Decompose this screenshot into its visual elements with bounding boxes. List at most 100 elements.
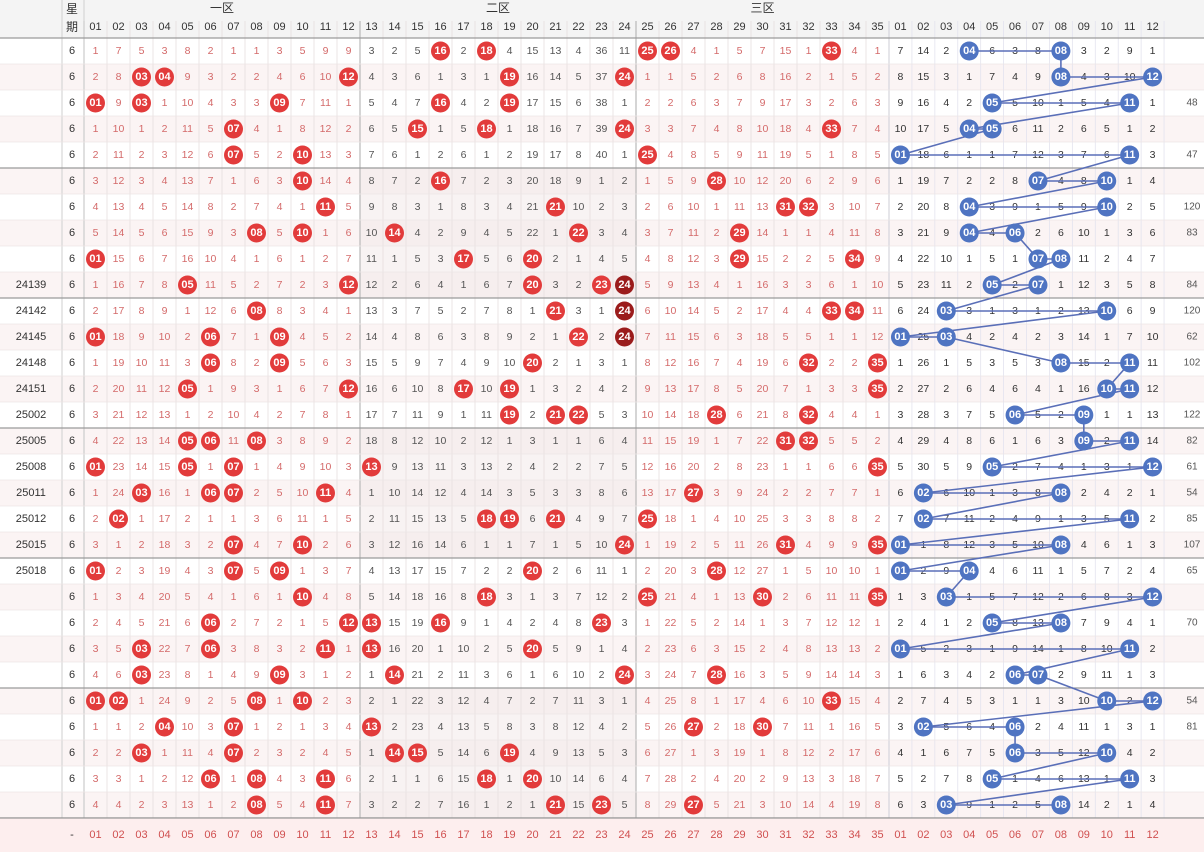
red-miss-value: 10 xyxy=(872,279,884,291)
blue-miss-value: 29 xyxy=(918,435,930,447)
blue-column-header: 08 xyxy=(1055,21,1067,33)
red-ball xyxy=(224,457,243,477)
red-ball-label: 06 xyxy=(204,331,216,343)
blue-miss-value: 3 xyxy=(1150,669,1156,681)
red-miss-value: 10 xyxy=(182,97,194,109)
blue-ball xyxy=(1028,665,1048,685)
red-ball-label: 01 xyxy=(89,695,101,707)
red-ball xyxy=(707,171,726,191)
red-ball-label: 05 xyxy=(181,383,193,395)
red-ball xyxy=(615,535,634,555)
red-ball-label: 34 xyxy=(848,305,861,317)
red-miss-value: 6 xyxy=(277,253,283,265)
blue-ball-label: 08 xyxy=(1055,617,1067,629)
red-ball-label: 17 xyxy=(457,383,469,395)
red-ball-label: 13 xyxy=(365,461,377,473)
red-miss-value: 1 xyxy=(139,773,145,785)
blue-miss-value: 1 xyxy=(1012,695,1018,707)
red-miss-value: 7 xyxy=(875,201,881,213)
blue-miss-value: 6 xyxy=(920,669,926,681)
red-ball xyxy=(132,665,151,685)
red-miss-value: 22 xyxy=(527,227,539,239)
blue-miss-value: 3 xyxy=(920,591,926,603)
red-miss-value: 1 xyxy=(484,149,490,161)
red-miss-value: 14 xyxy=(159,435,171,447)
blue-ball xyxy=(1143,587,1163,607)
red-miss-value: 14 xyxy=(803,799,815,811)
red-miss-value: 1 xyxy=(139,123,145,135)
red-ball-label: 33 xyxy=(825,123,837,135)
blue-miss-value: 7 xyxy=(920,695,926,707)
blue-miss-value: 4 xyxy=(1058,721,1064,733)
red-ball xyxy=(316,795,335,815)
red-miss-value: 6 xyxy=(645,305,651,317)
red-miss-value: 12 xyxy=(435,487,447,499)
red-miss-value: 26 xyxy=(757,539,769,551)
blue-miss-value: 1 xyxy=(1035,695,1041,707)
red-ball xyxy=(362,639,381,659)
blue-ball-label: 02 xyxy=(917,513,929,525)
red-miss-value: 2 xyxy=(346,123,352,135)
red-miss-value: 2 xyxy=(254,71,260,83)
blue-miss-value: 5 xyxy=(989,409,995,421)
red-ball-label: 08 xyxy=(250,227,262,239)
red-miss-value: 9 xyxy=(323,45,329,57)
red-miss-value: 6 xyxy=(300,383,306,395)
red-miss-value: 1 xyxy=(530,591,536,603)
red-miss-value: 17 xyxy=(550,149,562,161)
red-miss-value: 8 xyxy=(392,435,398,447)
red-ball xyxy=(293,145,312,165)
red-miss-value: 12 xyxy=(136,409,148,421)
red-miss-value: 3 xyxy=(323,565,329,577)
red-miss-value: 19 xyxy=(849,799,861,811)
red-miss-value: 4 xyxy=(553,617,559,629)
blue-ball xyxy=(959,119,979,139)
footer-blue-number: 05 xyxy=(986,829,998,841)
tail-value: 102 xyxy=(1184,358,1201,369)
red-miss-value: 2 xyxy=(162,123,168,135)
red-miss-value: 3 xyxy=(806,279,812,291)
red-ball xyxy=(178,457,197,477)
red-ball xyxy=(730,249,749,269)
red-miss-value: 13 xyxy=(366,305,378,317)
footer-blue-number: 04 xyxy=(963,829,975,841)
red-column-header: 06 xyxy=(204,21,216,33)
red-miss-value: 3 xyxy=(806,513,812,525)
red-miss-value: 9 xyxy=(231,383,237,395)
red-miss-value: 1 xyxy=(254,45,260,57)
red-miss-value: 2 xyxy=(231,617,237,629)
red-miss-value: 2 xyxy=(530,409,536,421)
red-miss-value: 20 xyxy=(159,591,171,603)
blue-ball-label: 09 xyxy=(1078,435,1090,447)
red-miss-value: 23 xyxy=(113,461,125,473)
red-miss-value: 9 xyxy=(691,175,697,187)
red-ball-label: 16 xyxy=(434,175,446,187)
blue-ball-label: 05 xyxy=(986,773,998,785)
red-miss-value: 3 xyxy=(369,799,375,811)
red-miss-value: 17 xyxy=(113,305,125,317)
red-miss-value: 2 xyxy=(852,357,858,369)
red-miss-value: 2 xyxy=(323,695,329,707)
red-miss-value: 5 xyxy=(139,227,145,239)
red-miss-value: 15 xyxy=(734,643,746,655)
red-ball-label: 07 xyxy=(227,487,239,499)
red-miss-value: 2 xyxy=(576,383,582,395)
red-ball xyxy=(546,301,565,321)
red-miss-value: 3 xyxy=(438,695,444,707)
red-ball-label: 15 xyxy=(411,123,423,135)
red-miss-value: 1 xyxy=(116,539,122,551)
red-miss-value: 9 xyxy=(415,357,421,369)
red-column-header: 15 xyxy=(411,21,423,33)
red-miss-value: 16 xyxy=(757,279,769,291)
red-miss-value: 5 xyxy=(576,71,582,83)
red-miss-value: 4 xyxy=(208,97,214,109)
red-miss-value: 1 xyxy=(530,799,536,811)
red-ball-label: 18 xyxy=(480,591,492,603)
red-miss-value: 10 xyxy=(182,721,194,733)
red-miss-value: 2 xyxy=(714,617,720,629)
red-miss-value: 3 xyxy=(668,123,674,135)
red-miss-value: 14 xyxy=(136,461,148,473)
red-miss-value: 5 xyxy=(829,435,835,447)
blue-ball-label: 02 xyxy=(917,721,929,733)
blue-ball xyxy=(1028,275,1048,295)
